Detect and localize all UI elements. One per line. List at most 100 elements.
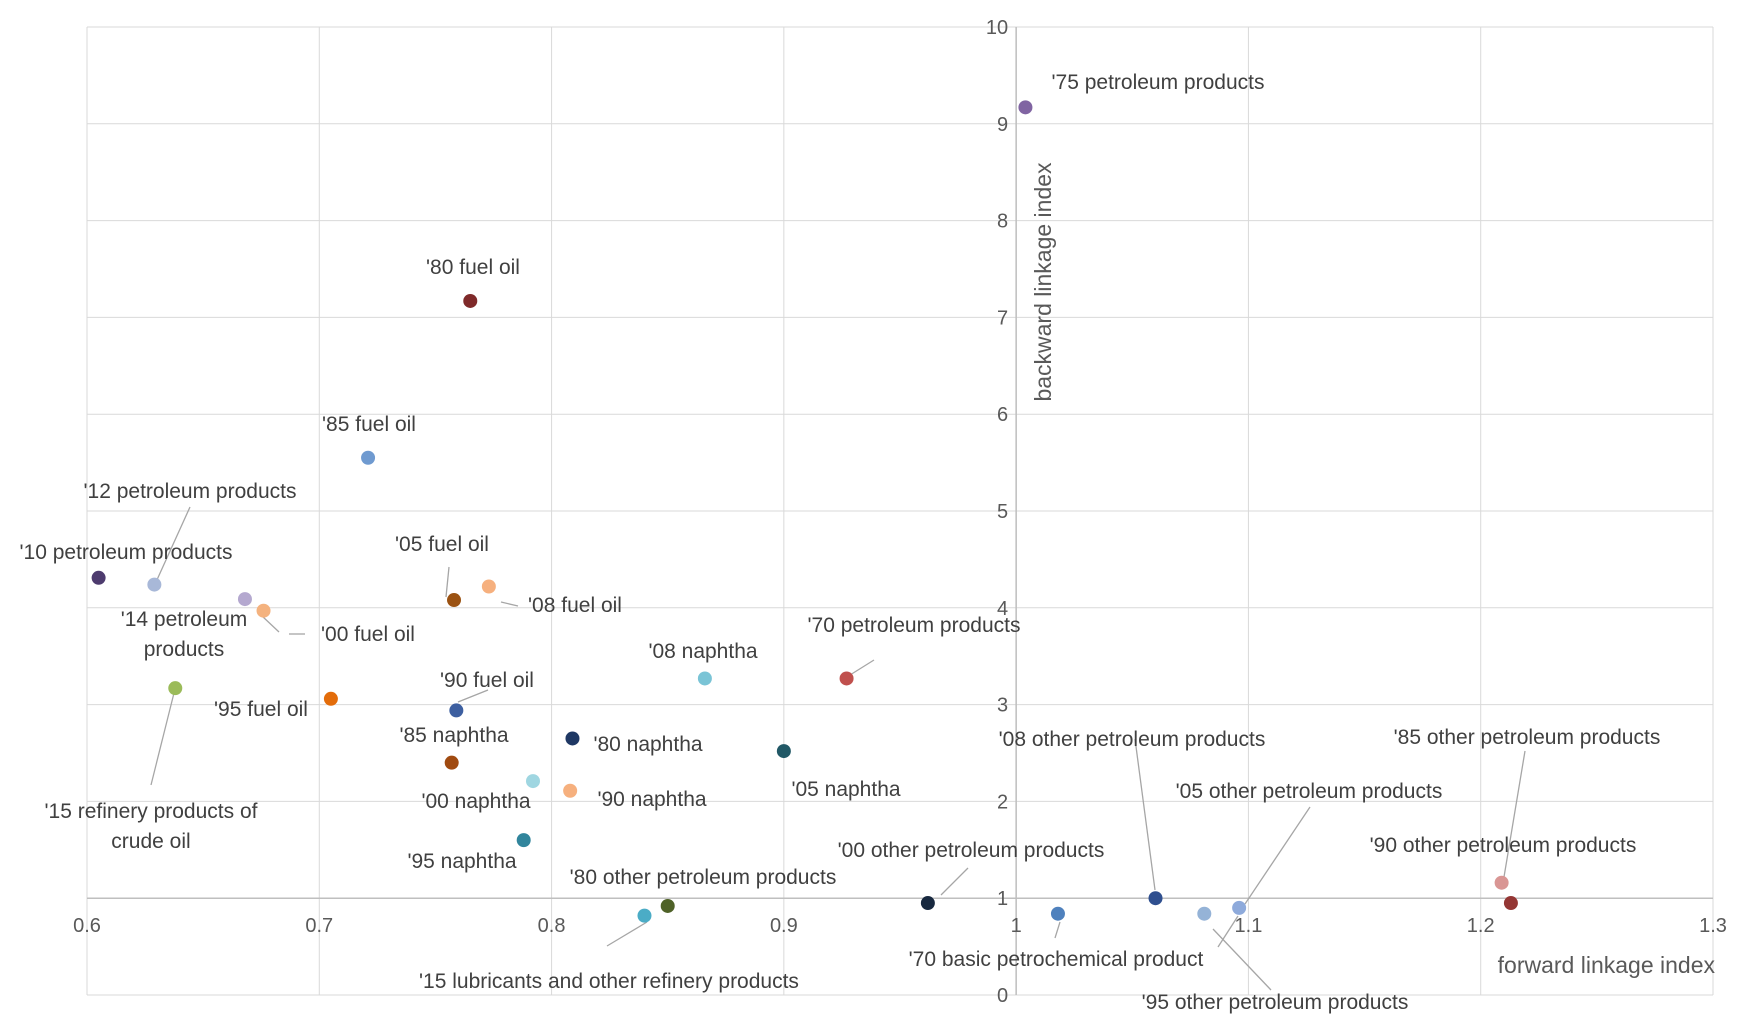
point-label: '85 other petroleum products (1394, 726, 1661, 749)
point-label: '80 naphtha (593, 733, 702, 756)
point-label: '75 petroleum products (1052, 71, 1265, 94)
leader-line (261, 615, 280, 633)
data-point (1494, 875, 1509, 890)
point-label: '14 petroleum (121, 608, 248, 631)
x-tick-label: 0.8 (538, 915, 566, 937)
x-axis-title: forward linkage index (1498, 952, 1716, 978)
y-tick-label: 8 (997, 211, 1008, 233)
data-point (147, 577, 162, 592)
data-point (920, 896, 935, 911)
point-label: '15 refinery products of (45, 800, 258, 823)
point-label: '10 petroleum products (20, 541, 233, 564)
point-label: '15 lubricants and other refinery produc… (419, 970, 799, 993)
x-tick-label: 1.3 (1699, 915, 1727, 937)
data-point (91, 570, 106, 585)
y-tick-label: 5 (997, 501, 1008, 523)
point-label: '05 naphtha (791, 778, 900, 801)
data-point (516, 833, 531, 848)
point-label: '12 petroleum products (84, 480, 297, 503)
data-point (1148, 891, 1163, 906)
leader-line (849, 659, 875, 676)
y-tick-label: 2 (997, 791, 1008, 813)
data-point (776, 744, 791, 759)
data-point (1197, 906, 1212, 921)
point-label: '80 other petroleum products (570, 866, 837, 889)
point-label: '08 other petroleum products (999, 728, 1266, 751)
point-label: '90 fuel oil (440, 669, 534, 692)
data-point (323, 691, 338, 706)
y-tick-label: 0 (997, 985, 1008, 1007)
point-label: '95 fuel oil (214, 698, 308, 721)
data-point (1232, 900, 1247, 915)
y-tick-label: 6 (997, 404, 1008, 426)
y-tick-label: 3 (997, 695, 1008, 717)
data-point (256, 603, 271, 618)
data-point (563, 783, 578, 798)
point-label: '85 naphtha (399, 724, 508, 747)
data-point (839, 671, 854, 686)
leader-lines (150, 506, 1526, 991)
point-label: '85 fuel oil (322, 413, 416, 436)
data-point (361, 450, 376, 465)
leader-line (1054, 921, 1061, 939)
data-point (237, 592, 252, 607)
x-tick-label: 0.9 (770, 915, 798, 937)
x-tick-label: 0.6 (73, 915, 101, 937)
point-label: '95 naphtha (407, 850, 516, 873)
point-label: '05 fuel oil (395, 533, 489, 556)
data-point (447, 593, 462, 608)
y-tick-label: 1 (997, 888, 1008, 910)
data-point (525, 774, 540, 789)
leader-line (606, 921, 648, 947)
leader-line (457, 689, 489, 703)
point-label: '05 other petroleum products (1176, 780, 1443, 803)
point-label: '00 naphtha (421, 790, 530, 813)
leader-line (445, 566, 450, 598)
data-point (1018, 100, 1033, 115)
grid-lines (86, 26, 1714, 996)
data-point (444, 755, 459, 770)
y-tick-label: 7 (997, 307, 1008, 329)
y-axis-title: backward linkage index (1030, 162, 1056, 402)
data-point (1503, 896, 1518, 911)
point-label: '95 other petroleum products (1142, 991, 1409, 1014)
leader-line (1503, 750, 1526, 878)
leader-line (500, 601, 519, 607)
leader-line (1244, 806, 1311, 905)
point-label: '08 naphtha (648, 640, 757, 663)
point-label: '70 basic petrochemical product (909, 948, 1204, 971)
x-tick-label: 1.2 (1467, 915, 1495, 937)
x-tick-label: 1 (1011, 915, 1022, 937)
data-point (1050, 906, 1065, 921)
leader-line (150, 692, 175, 786)
leader-line (1212, 928, 1272, 991)
point-label: '08 fuel oil (528, 594, 622, 617)
point-label: '00 fuel oil (321, 623, 415, 646)
data-point (481, 579, 496, 594)
point-labels: '75 petroleum products '80 fuel oil '85 fu… (20, 71, 1661, 1014)
leader-line (1217, 915, 1239, 948)
data-point (463, 293, 478, 308)
x-tick-label: 0.7 (305, 915, 333, 937)
data-points (91, 100, 1518, 923)
point-label: '90 other petroleum products (1370, 834, 1637, 857)
data-point (697, 671, 712, 686)
data-point (637, 908, 652, 923)
point-label: '90 naphtha (597, 788, 706, 811)
point-label: '00 other petroleum products (838, 839, 1105, 862)
y-tick-label: 4 (997, 598, 1008, 620)
y-tick-label: 10 (986, 17, 1008, 39)
axes: 0.6 0.7 0.8 0.9 1 1.1 1.2 1.3 0 1 2 3 4 5 6 7 8 9 10 (73, 17, 1727, 1007)
point-label: '80 fuel oil (426, 256, 520, 279)
y-tick-label: 9 (997, 114, 1008, 136)
data-point (565, 731, 580, 746)
point-label: crude oil (111, 830, 190, 853)
point-label: products (144, 638, 225, 661)
x-tick-label: 1.1 (1235, 915, 1263, 937)
point-label: '70 petroleum products (808, 614, 1021, 637)
leader-line (940, 867, 969, 896)
data-point (168, 681, 183, 696)
data-point (449, 703, 464, 718)
